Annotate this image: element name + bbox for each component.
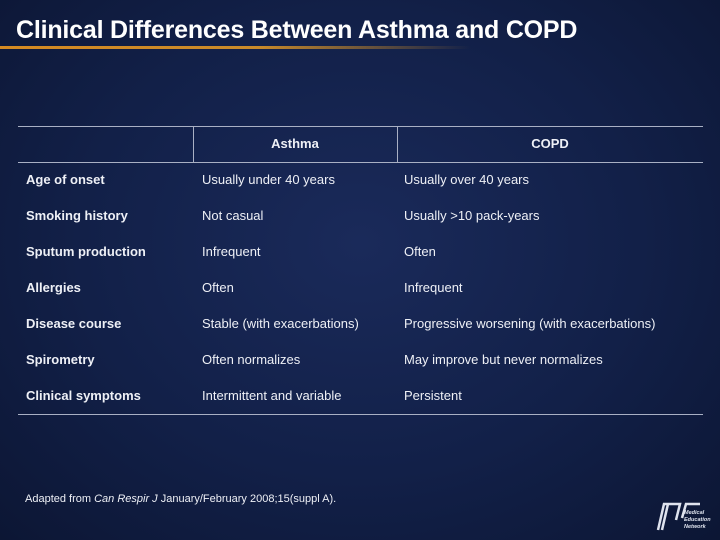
table-cell: Stable (with exacerbations) (202, 316, 359, 331)
logo-mark: Medical Education Network (656, 502, 711, 531)
column-header: COPD (531, 136, 569, 151)
logo: Medical Education Network (654, 496, 714, 540)
logo-text: Network (684, 524, 707, 530)
table-cell: Intermittent and variable (202, 388, 342, 403)
logo-shape (656, 502, 700, 531)
table-bottom-line (18, 414, 703, 415)
table-cell: Usually under 40 years (202, 172, 335, 187)
table-cell: Usually >10 pack-years (404, 208, 540, 223)
logo-text: Medical (684, 510, 705, 516)
row-label: Clinical symptoms (26, 388, 141, 403)
title-rule (0, 46, 470, 49)
row-label: Age of onset (26, 172, 105, 187)
header-line (18, 162, 703, 163)
table-cell: Often (404, 244, 436, 259)
header-divider (397, 126, 398, 162)
row-label: Allergies (26, 280, 81, 295)
table-cell: Often normalizes (202, 352, 301, 367)
footnote-text: January/February 2008;15(suppl A). (157, 493, 337, 505)
table-cell: Not casual (202, 208, 264, 223)
table-cell: Infrequent (202, 244, 261, 259)
footnote-journal: Can Respir J (94, 493, 158, 505)
header-divider (193, 126, 194, 162)
row-label: Spirometry (26, 352, 95, 367)
footnote-text: Adapted from (25, 493, 95, 505)
slide-title: Clinical Differences Between Asthma and … (16, 16, 578, 44)
logo-text: Education (684, 517, 711, 523)
table-cell: Often (202, 280, 234, 295)
footnote: Adapted from Can Respir J January/Februa… (25, 493, 336, 505)
row-label: Sputum production (26, 244, 146, 259)
table-cell: Persistent (404, 388, 462, 403)
table-cell: Usually over 40 years (404, 172, 529, 187)
row-label: Disease course (26, 316, 122, 331)
table-cell: Infrequent (404, 280, 463, 295)
row-label: Smoking history (26, 208, 128, 223)
table-top-line (18, 126, 703, 127)
table-cell: May improve but never normalizes (404, 352, 603, 367)
column-header: Asthma (271, 136, 319, 151)
table-cell: Progressive worsening (with exacerbation… (404, 316, 656, 331)
